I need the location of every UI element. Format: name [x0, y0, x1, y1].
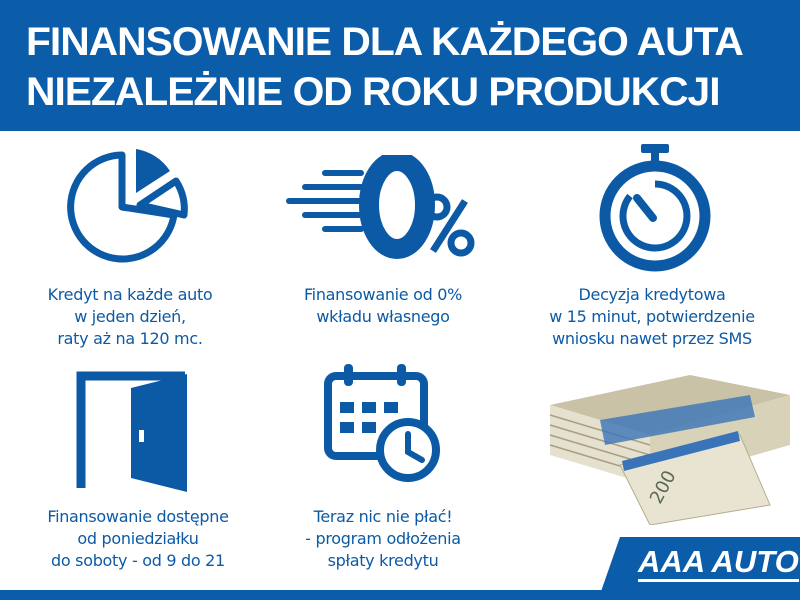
caption-line: wniosku nawet przez SMS — [552, 329, 752, 348]
caption-line: Decyzja kredytowa — [578, 285, 726, 304]
money-stack-icon: 200 — [549, 375, 790, 525]
aaa-auto-logo: AAA AUTO — [598, 537, 800, 600]
caption-line: Finansowanie od 0% — [303, 285, 463, 304]
feature-caption-credit: Kredyt na każde auto w jeden dzień, raty… — [0, 284, 260, 350]
feature-caption-hours: Finansowanie dostępne od poniedziałku do… — [8, 506, 268, 572]
bottom-bar — [0, 590, 800, 600]
caption-line: raty aż na 120 mc. — [57, 329, 203, 348]
caption-line: do soboty - od 9 do 21 — [51, 551, 225, 570]
feature-caption-deferral: Teraz nic nie płać! - program odłożenia … — [253, 506, 513, 572]
caption-line: Teraz nic nie płać! — [313, 507, 453, 526]
open-door-icon — [76, 371, 187, 492]
caption-line: wkładu własnego — [316, 307, 450, 326]
stopwatch-icon — [599, 144, 711, 272]
caption-line: Finansowanie dostępne — [47, 507, 229, 526]
zero-percent-icon — [286, 155, 475, 259]
caption-line: w jeden dzień, — [74, 307, 186, 326]
caption-line: Kredyt na każde auto — [47, 285, 213, 304]
logo-text: AAA AUTO — [638, 545, 799, 582]
calendar-clock-icon — [324, 364, 440, 482]
caption-line: spłaty kredytu — [327, 551, 439, 570]
header-banner: FINANSOWANIE DLA KAŻDEGO AUTA NIEZALEŻNI… — [0, 0, 800, 131]
headline-line-1: FINANSOWANIE DLA KAŻDEGO AUTA — [26, 20, 744, 64]
feature-caption-decision: Decyzja kredytowa w 15 minut, potwierdze… — [522, 284, 782, 350]
headline-line-2: NIEZALEŻNIE OD ROKU PRODUKCJI — [26, 70, 721, 114]
caption-line: - program odłożenia — [305, 529, 461, 548]
pie-chart-icon — [67, 149, 188, 263]
caption-line: w 15 minut, potwierdzenie — [549, 307, 755, 326]
feature-caption-zero-deposit: Finansowanie od 0% wkładu własnego — [253, 284, 513, 328]
caption-line: od poniedziałku — [77, 529, 199, 548]
